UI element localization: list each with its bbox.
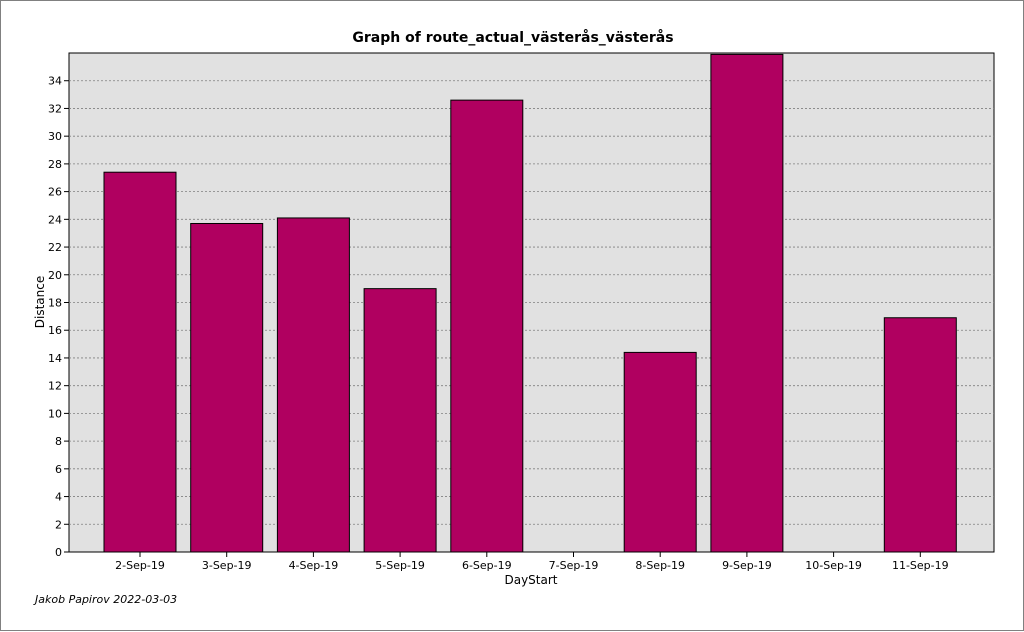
y-tick-label: 0: [55, 546, 62, 559]
footer-credit: Jakob Papirov 2022-03-03: [33, 593, 177, 606]
bar: [363, 288, 437, 553]
x-tick-label: 11-Sep-19: [892, 559, 949, 572]
bar: [190, 222, 264, 553]
x-tick-label: 5-Sep-19: [375, 559, 425, 572]
y-tick-label: 4: [55, 491, 62, 504]
x-tick-label: 6-Sep-19: [462, 559, 512, 572]
y-tick-label: 24: [48, 213, 62, 226]
chart-title: Graph of route_actual_västerås_västerås: [352, 29, 673, 46]
y-tick-label: 2: [55, 518, 62, 531]
x-axis-ticks: 2-Sep-19 3-Sep-19 4-Sep-19 5-Sep-19 6-Sep-19…: [115, 552, 949, 572]
x-tick-label: 2-Sep-19: [115, 559, 165, 572]
y-tick-label: 10: [48, 407, 62, 420]
y-tick-label: 30: [48, 130, 62, 143]
x-tick-label: 4-Sep-19: [289, 559, 339, 572]
x-tick-label: 7-Sep-19: [549, 559, 599, 572]
bars: [103, 53, 957, 553]
x-tick-label: 8-Sep-19: [635, 559, 685, 572]
bar: [883, 317, 957, 553]
y-axis-label: Distance: [33, 276, 47, 328]
y-tick-label: 20: [48, 269, 62, 282]
y-tick-label: 12: [48, 380, 62, 393]
x-tick-label: 10-Sep-19: [805, 559, 862, 572]
bar: [710, 53, 784, 553]
y-tick-label: 18: [48, 297, 62, 310]
y-tick-label: 26: [48, 186, 62, 199]
bar: [623, 351, 697, 553]
x-tick-label: 3-Sep-19: [202, 559, 252, 572]
x-axis-label: DayStart: [504, 573, 557, 587]
y-tick-label: 34: [48, 75, 62, 88]
x-tick-label: 9-Sep-19: [722, 559, 772, 572]
bar: [103, 171, 177, 553]
y-tick-label: 22: [48, 241, 62, 254]
bar: [450, 99, 524, 553]
y-tick-label: 32: [48, 102, 62, 115]
bar: [276, 217, 350, 553]
y-tick-label: 6: [55, 463, 62, 476]
y-tick-label: 8: [55, 435, 62, 448]
y-tick-label: 16: [48, 324, 62, 337]
y-tick-label: 28: [48, 158, 62, 171]
y-tick-label: 14: [48, 352, 62, 365]
